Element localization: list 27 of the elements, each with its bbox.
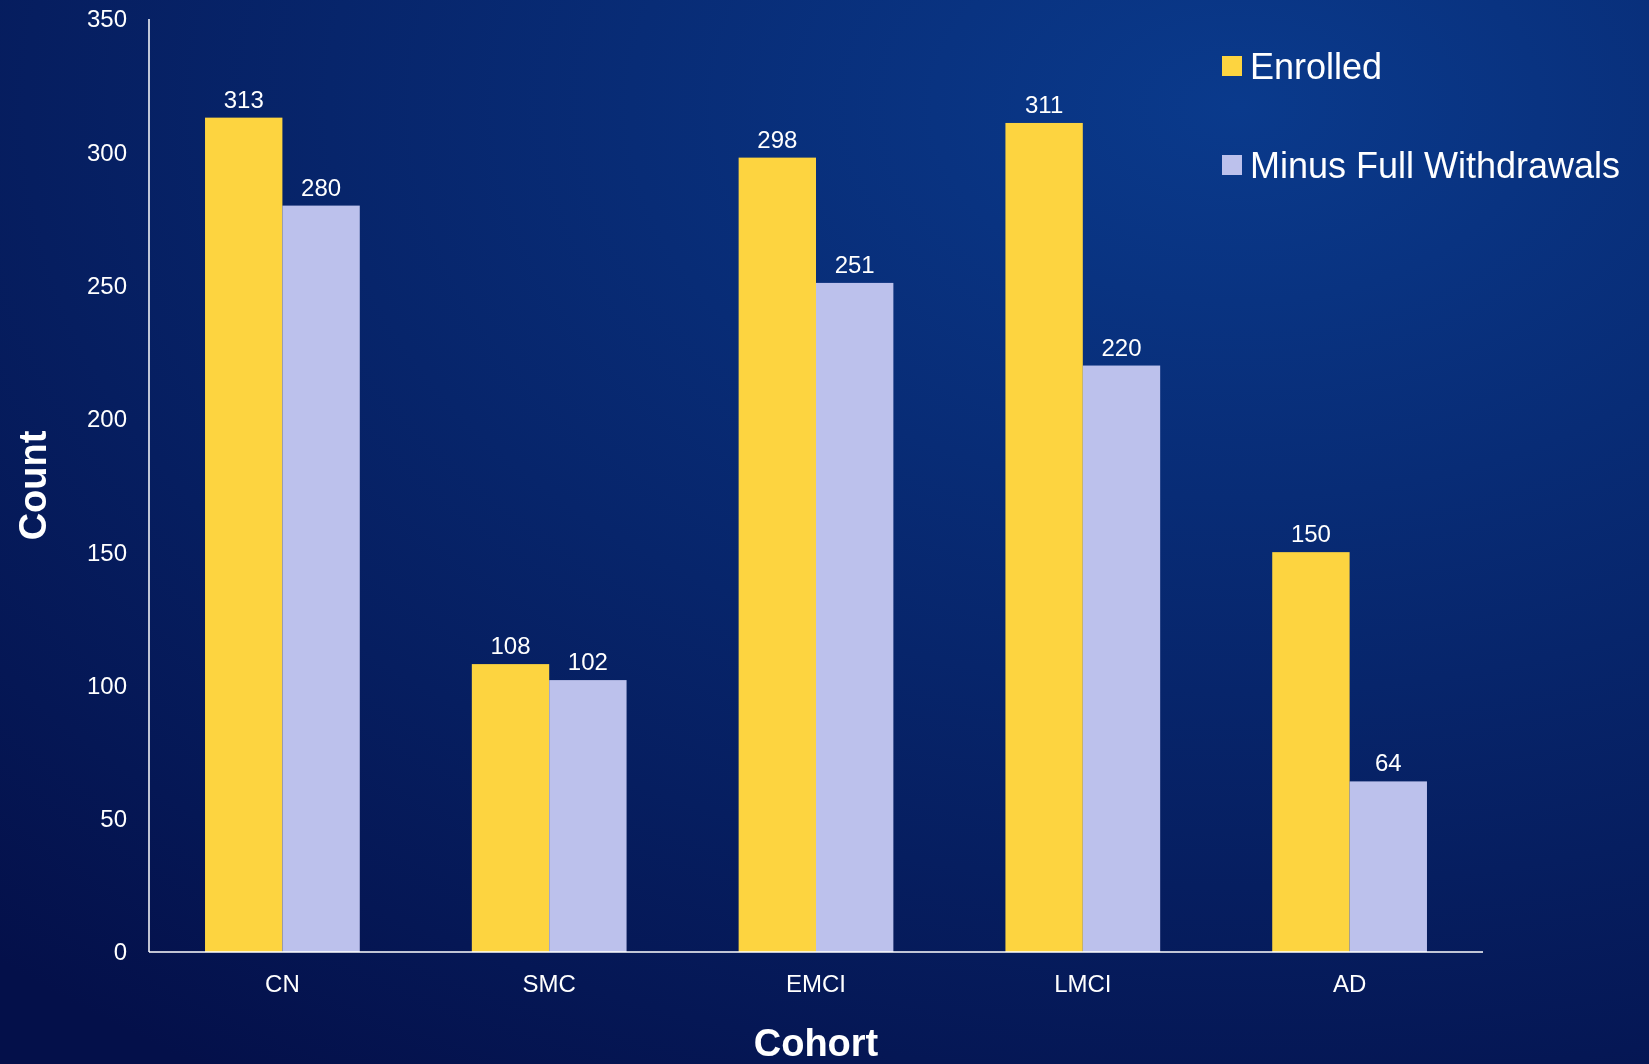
y-tick-label: 250 (86, 271, 127, 299)
data-label: 311 (1024, 90, 1064, 118)
y-tick-label: 350 (86, 5, 127, 33)
data-label: 280 (301, 173, 342, 201)
y-tick-label: 100 (86, 671, 127, 699)
y-tick-label: 150 (86, 538, 127, 566)
y-tick-label: 0 (113, 938, 127, 966)
x-tick-label: LMCI (1054, 970, 1112, 997)
legend-label: Minus Full Withdrawals (1250, 144, 1621, 186)
x-tick-label: AD (1332, 970, 1367, 997)
data-label: 150 (1290, 520, 1331, 548)
data-label: 313 (223, 85, 264, 113)
data-label: 108 (490, 632, 531, 660)
x-tick-label: SMC (522, 970, 576, 997)
data-label: 64 (1374, 749, 1402, 777)
x-axis-title: Cohort (753, 1022, 879, 1064)
y-tick-label: 300 (86, 138, 127, 166)
data-label: 298 (757, 125, 798, 153)
data-label: 220 (1101, 333, 1142, 361)
y-tick-label: 50 (100, 805, 127, 833)
data-label: 251 (834, 250, 875, 278)
data-label: 102 (567, 648, 608, 676)
legend-label: Enrolled (1250, 45, 1383, 87)
x-tick-label: EMCI (786, 970, 846, 997)
y-axis-title: Count (12, 430, 54, 541)
y-tick-label: 200 (86, 405, 127, 433)
x-tick-label: CN (265, 970, 300, 997)
